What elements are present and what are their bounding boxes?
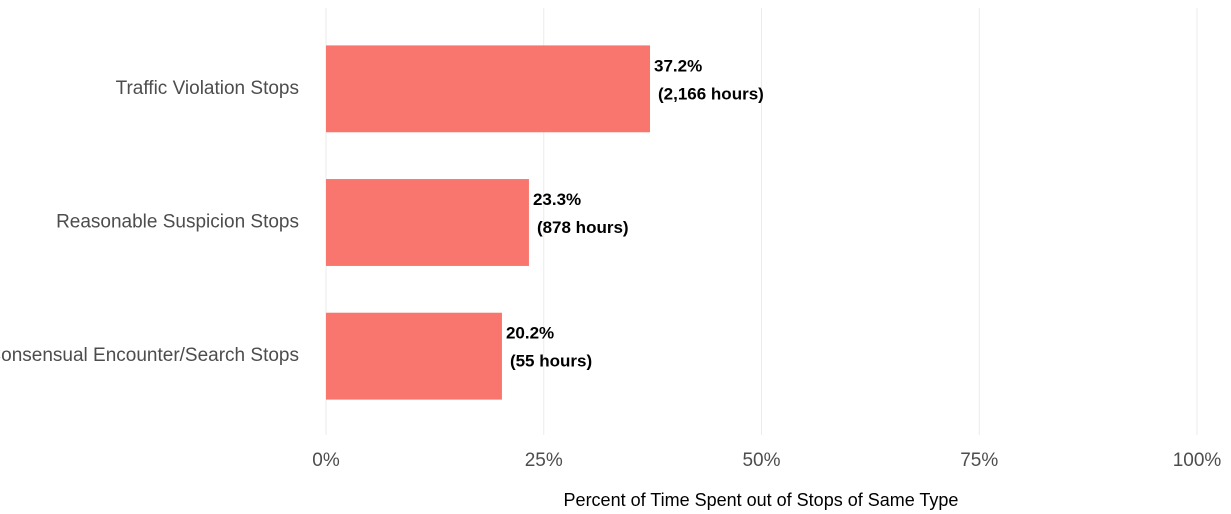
y-tick-label: Reasonable Suspicion Stops [56, 212, 299, 233]
bar [326, 45, 651, 133]
x-tick-label: 25% [525, 450, 563, 471]
value-label: 23.3% [533, 190, 581, 209]
x-tick-label: 50% [742, 450, 780, 471]
hours-label: (55 hours) [510, 352, 592, 371]
x-tick-label: 100% [1173, 450, 1222, 471]
bar [326, 312, 502, 400]
y-tick-label: Consensual Encounter/Search Stops [0, 345, 299, 366]
value-label: 37.2% [654, 56, 702, 75]
x-axis-title: Percent of Time Spent out of Stops of Sa… [564, 490, 959, 510]
hours-label: (2,166 hours) [658, 84, 764, 103]
bar [326, 179, 529, 266]
x-tick-label: 0% [312, 450, 340, 471]
y-tick-label: Traffic Violation Stops [116, 78, 299, 99]
hours-label: (878 hours) [537, 218, 629, 237]
x-tick-label: 75% [960, 450, 998, 471]
value-label: 20.2% [506, 324, 554, 343]
